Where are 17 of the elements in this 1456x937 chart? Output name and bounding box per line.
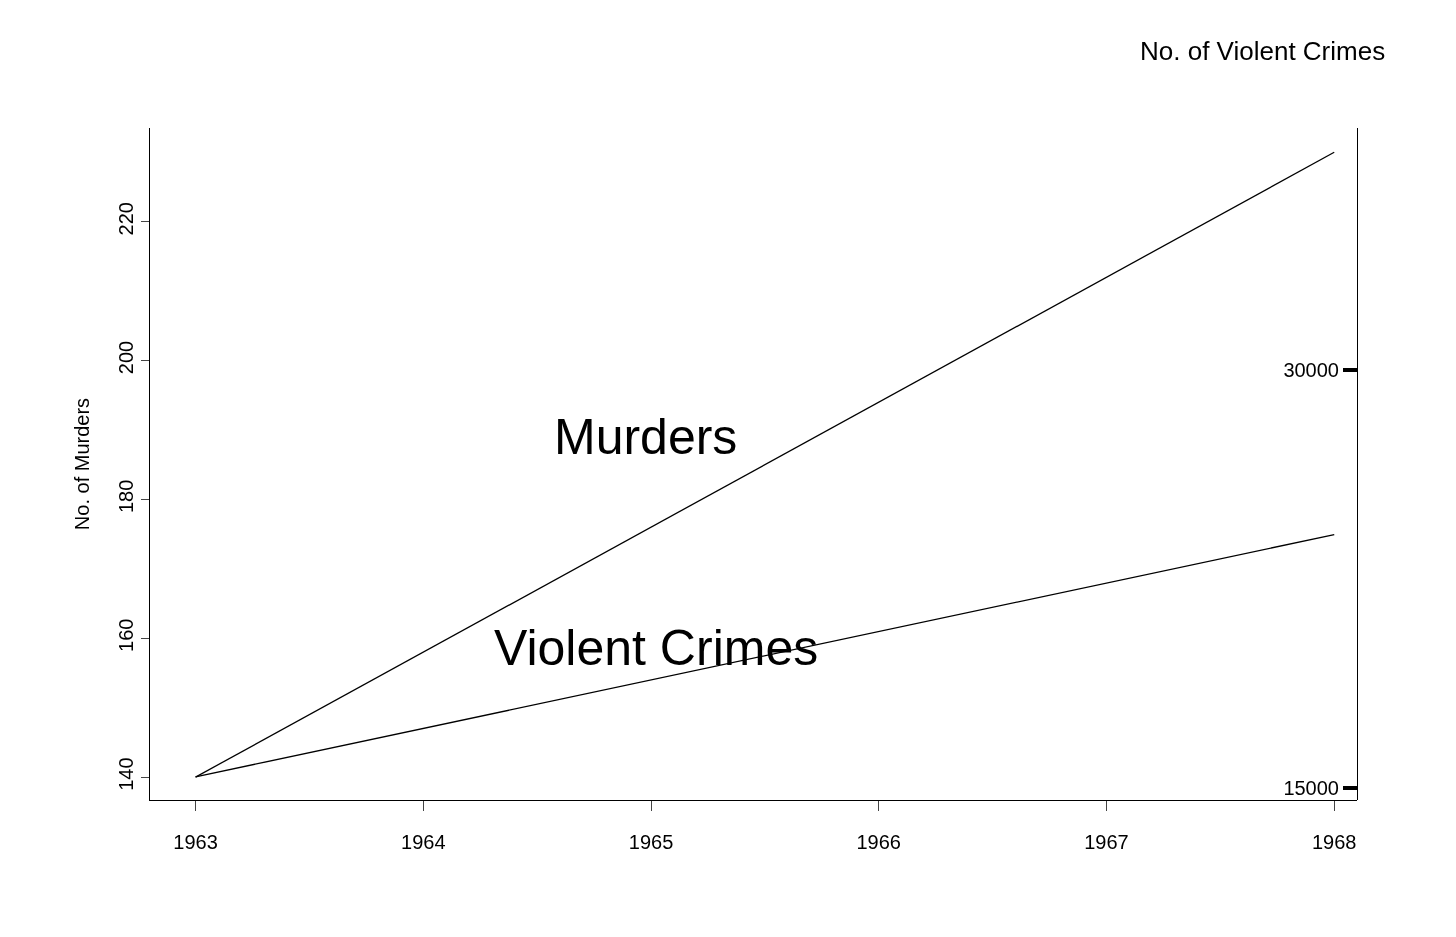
y2-tick-label: 30000 [1283,359,1339,382]
y-axis-title: No. of Murders [70,397,93,531]
y2-axis-title: No. of Violent Crimes [1140,36,1386,66]
y-tick-label: 180 [115,479,137,514]
y-tick-label: 160 [115,618,137,652]
x-tick-label: 1964 [401,831,446,853]
x-tick-label: 1968 [1311,831,1357,853]
x-tick-label: 1966 [856,831,901,853]
y-tick-label: 220 [115,202,137,236]
y-tick-label: 200 [115,340,137,375]
y2-tick-label: 15000 [1283,777,1339,800]
series-label: Violent Crimes [494,620,819,676]
x-tick-label: 1963 [173,831,218,853]
y-tick-label: 140 [115,757,137,791]
x-tick-label: 1967 [1084,831,1129,853]
series-label: Murders [554,409,738,465]
x-tick-label: 1965 [628,831,674,853]
